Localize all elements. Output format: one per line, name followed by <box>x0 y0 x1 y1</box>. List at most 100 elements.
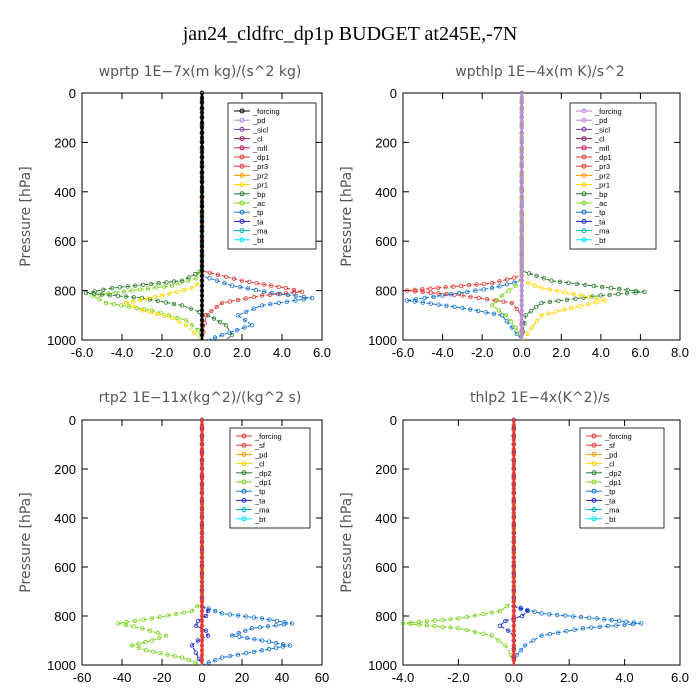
data-point <box>199 437 205 442</box>
data-point <box>435 285 441 291</box>
data-point <box>142 306 147 312</box>
data-point <box>119 303 124 308</box>
data-point <box>101 287 106 292</box>
x-tick-label: -4.0 <box>111 345 133 360</box>
data-point <box>519 278 524 283</box>
data-point <box>143 648 149 653</box>
data-point <box>199 427 205 432</box>
data-point <box>440 624 445 630</box>
data-point <box>525 331 530 336</box>
data-point <box>123 294 129 299</box>
data-point <box>513 283 518 288</box>
data-point <box>549 278 554 283</box>
data-point <box>257 625 263 630</box>
y-tick-label: 400 <box>54 185 76 200</box>
x-tick-label: -40 <box>113 670 132 685</box>
data-point <box>126 304 132 309</box>
data-point <box>251 615 257 620</box>
data-point <box>503 618 508 624</box>
data-point <box>199 653 205 658</box>
data-point <box>268 302 273 307</box>
data-point <box>169 315 175 320</box>
data-point <box>602 617 607 622</box>
data-point <box>199 506 205 511</box>
data-point <box>602 298 607 303</box>
data-point <box>519 169 524 175</box>
y-tick-label: 400 <box>375 511 397 526</box>
data-point <box>577 303 582 309</box>
legend-label: _ma <box>254 506 270 515</box>
x-tick-label: 0.0 <box>193 345 211 360</box>
data-point <box>199 125 205 130</box>
data-point <box>193 650 199 655</box>
data-point <box>235 652 241 657</box>
data-point <box>539 633 544 638</box>
data-point <box>496 308 502 313</box>
data-point <box>244 635 250 641</box>
data-point <box>519 303 524 308</box>
data-point <box>179 278 185 283</box>
data-point <box>511 559 516 565</box>
data-point <box>489 285 495 291</box>
data-point <box>91 291 97 296</box>
x-tick-label: 20 <box>235 670 249 685</box>
data-point <box>123 622 129 628</box>
data-point <box>532 609 537 614</box>
data-point <box>594 616 600 621</box>
legend-label: _pr2 <box>594 171 610 180</box>
data-point <box>213 608 218 614</box>
data-point <box>109 285 115 291</box>
data-point <box>176 319 182 324</box>
data-point <box>546 311 552 316</box>
data-point <box>519 263 524 269</box>
data-point <box>189 285 195 291</box>
data-point <box>217 319 223 325</box>
data-point <box>555 288 560 294</box>
data-point <box>511 594 516 599</box>
data-point <box>519 313 524 318</box>
data-point <box>583 282 588 288</box>
data-point <box>219 655 225 660</box>
data-point <box>617 286 622 292</box>
data-point <box>266 639 272 644</box>
data-point <box>199 298 205 303</box>
data-point <box>274 618 280 624</box>
data-point <box>504 282 510 287</box>
data-point <box>608 285 613 291</box>
data-point <box>115 621 121 626</box>
data-point <box>519 115 524 120</box>
data-point <box>497 623 503 628</box>
data-point <box>199 283 205 288</box>
data-point <box>191 330 197 335</box>
legend-label: _ac <box>594 199 607 208</box>
data-point <box>199 422 205 428</box>
data-point <box>199 638 205 643</box>
series-line-dp1 <box>201 93 303 341</box>
data-point <box>207 270 213 275</box>
legend-marker <box>241 516 247 522</box>
data-point <box>511 520 516 526</box>
data-point <box>539 285 544 291</box>
data-point <box>607 292 612 297</box>
data-point <box>172 654 177 659</box>
data-point <box>519 283 524 288</box>
data-point <box>534 304 539 310</box>
data-point <box>585 302 591 307</box>
data-point <box>491 311 497 316</box>
data-point <box>189 643 195 648</box>
data-point <box>199 164 205 170</box>
data-point <box>511 623 516 628</box>
data-point <box>468 307 473 312</box>
data-point <box>199 154 205 160</box>
legend-label: _cl <box>594 135 605 144</box>
x-tick-label: 60 <box>315 670 329 685</box>
data-point <box>400 621 406 626</box>
legend-marker <box>581 182 587 188</box>
data-point <box>199 140 205 145</box>
x-tick-label: 6.0 <box>631 345 649 360</box>
legend-label: _sf <box>254 441 266 450</box>
legend-label: _ma <box>252 227 268 236</box>
y-tick-label: 400 <box>54 511 76 526</box>
data-point <box>474 282 479 287</box>
data-point <box>186 657 191 663</box>
